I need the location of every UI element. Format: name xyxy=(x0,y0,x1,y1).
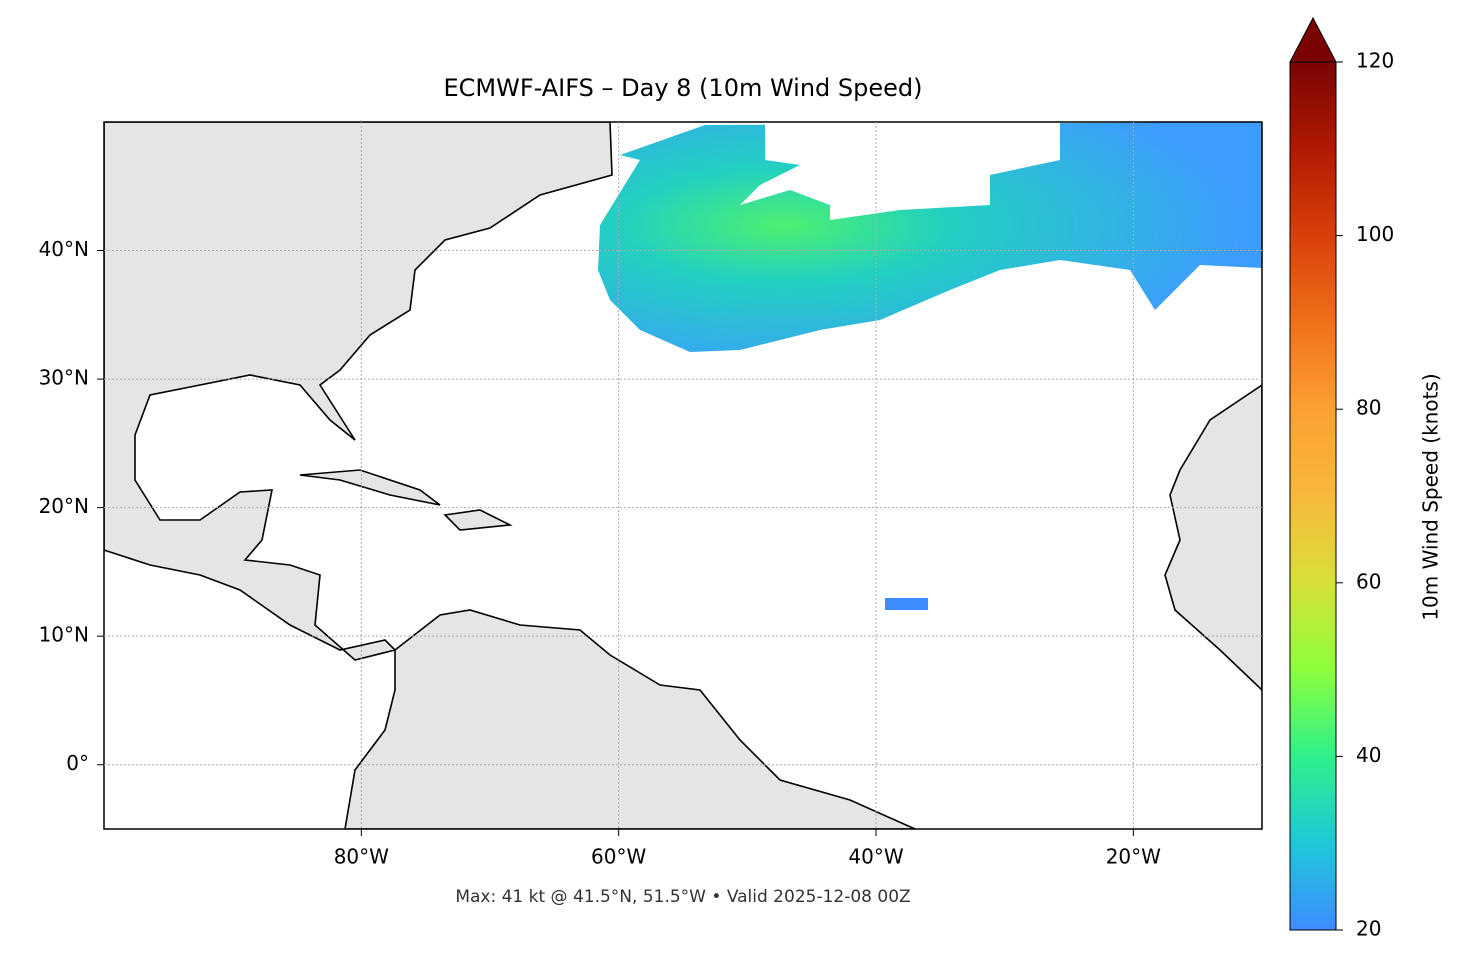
x-tick-label: 20°W xyxy=(1106,845,1161,869)
colorbar-extend xyxy=(1289,16,1337,63)
colorbar-tick-label: 20 xyxy=(1356,917,1381,941)
colorbar-tick-label: 80 xyxy=(1356,396,1381,420)
cuba xyxy=(299,469,441,506)
map-layers xyxy=(104,122,1262,829)
colorbar-tick-label: 60 xyxy=(1356,569,1381,593)
swath-gap xyxy=(740,122,1060,220)
colorbar xyxy=(1289,61,1337,931)
x-tick-label: 60°W xyxy=(591,845,646,869)
x-tick-label: 40°W xyxy=(848,845,903,869)
north-america xyxy=(104,122,613,661)
wind-patch xyxy=(885,598,928,610)
y-tick-label: 0° xyxy=(66,751,89,775)
chart-title: ECMWF-AIFS – Day 8 (10m Wind Speed) xyxy=(443,74,922,102)
south-america xyxy=(344,609,916,829)
y-tick-label: 30°N xyxy=(39,366,89,390)
hispaniola xyxy=(443,509,513,531)
africa xyxy=(1164,384,1262,692)
map-frame xyxy=(103,121,1263,830)
y-tick-label: 40°N xyxy=(39,237,89,261)
colorbar-tick-label: 120 xyxy=(1356,49,1394,73)
x-tick-label: 80°W xyxy=(334,845,389,869)
y-tick-label: 10°N xyxy=(39,623,89,647)
colorbar-label: 10m Wind Speed (knots) xyxy=(1419,373,1443,620)
colorbar-tick-label: 100 xyxy=(1356,222,1394,246)
wind-swath xyxy=(598,122,1262,352)
y-tick-label: 20°N xyxy=(39,494,89,518)
footnote: Max: 41 kt @ 41.5°N, 51.5°W • Valid 2025… xyxy=(455,887,910,907)
colorbar-tick-label: 40 xyxy=(1356,743,1381,767)
